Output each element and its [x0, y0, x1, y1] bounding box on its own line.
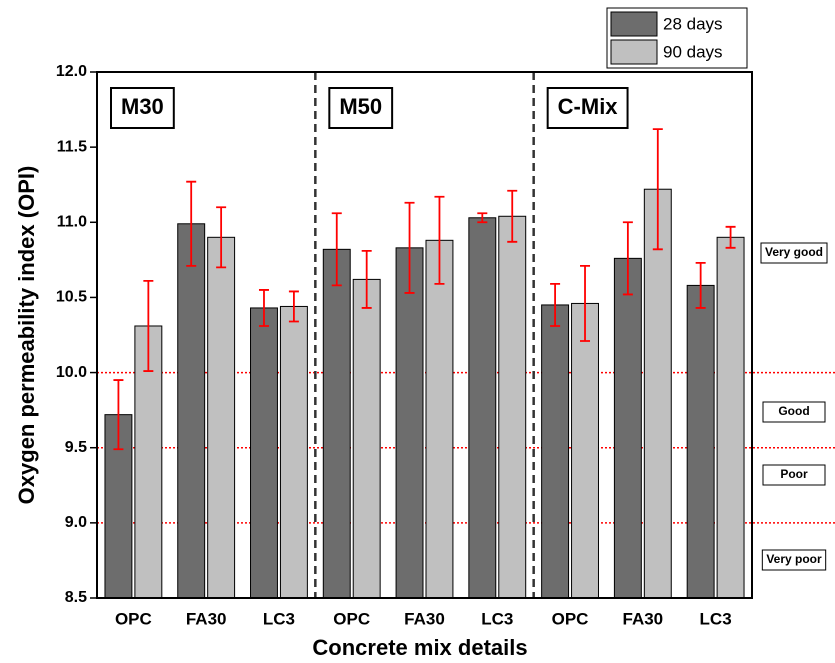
group-label: M30 — [121, 94, 164, 119]
y-tick-label: 11.0 — [57, 214, 87, 231]
rating-label: Very poor — [766, 552, 822, 566]
y-tick-label: 9.5 — [65, 439, 87, 456]
error-bar — [143, 279, 154, 372]
error-bar — [622, 221, 633, 296]
bar — [177, 223, 206, 599]
error-bar — [477, 212, 488, 224]
x-tick-label: LC3 — [700, 609, 732, 628]
rating-box — [762, 464, 826, 486]
y-axis-title: Oxygen permeability index (OPI) — [14, 166, 39, 505]
plot-frame — [96, 71, 753, 599]
bar — [207, 236, 236, 599]
y-tick-label: 9.0 — [65, 514, 87, 531]
group-label-box — [546, 87, 629, 129]
bar — [498, 215, 527, 599]
legend-swatch — [610, 11, 658, 37]
y-tick-label: 8.5 — [65, 589, 87, 606]
x-tick-label: FA30 — [623, 609, 664, 628]
error-bar — [186, 180, 197, 267]
x-tick-label: FA30 — [404, 609, 445, 628]
x-tick-label: LC3 — [263, 609, 295, 628]
bar — [395, 247, 424, 599]
error-bar — [695, 261, 706, 309]
error-bar — [404, 201, 415, 294]
x-tick-label: OPC — [552, 609, 589, 628]
group-label-box — [328, 87, 394, 129]
bar — [322, 248, 351, 599]
error-bar — [216, 206, 227, 269]
y-tick-label: 12.0 — [56, 63, 87, 80]
error-bar — [725, 225, 736, 249]
bar — [613, 257, 642, 599]
rating-label: Very good — [765, 245, 823, 259]
error-bar — [434, 195, 445, 285]
bar — [425, 239, 454, 599]
error-bar — [550, 283, 561, 327]
bar — [686, 284, 715, 599]
rating-box — [760, 242, 828, 264]
rating-label: Poor — [780, 467, 808, 481]
error-bar — [507, 189, 518, 243]
x-tick-label: LC3 — [481, 609, 513, 628]
rating-box — [762, 401, 826, 423]
bar — [541, 304, 570, 599]
x-tick-label: OPC — [115, 609, 152, 628]
x-tick-label: OPC — [333, 609, 370, 628]
bar — [352, 278, 381, 599]
y-tick-label: 11.5 — [57, 138, 87, 155]
legend-label: 28 days — [663, 14, 723, 33]
error-bar — [652, 128, 663, 251]
y-tick-label: 10.5 — [56, 289, 87, 306]
error-bar — [361, 249, 372, 309]
rating-label: Good — [778, 404, 809, 418]
rating-box — [761, 549, 827, 571]
bar — [279, 305, 308, 599]
y-tick-label: 10.0 — [56, 364, 87, 381]
error-bar — [113, 379, 124, 451]
group-label-box — [110, 87, 175, 129]
error-bar — [258, 289, 269, 327]
legend-label: 90 days — [663, 42, 723, 61]
error-bar — [331, 212, 342, 287]
bar — [571, 302, 599, 599]
bar — [643, 188, 672, 599]
group-label: M50 — [339, 94, 382, 119]
bar — [250, 307, 278, 599]
x-axis-title: Concrete mix details — [312, 635, 527, 660]
bar — [716, 236, 745, 599]
legend-swatch — [610, 39, 658, 65]
error-bar — [288, 290, 299, 323]
bar — [468, 217, 497, 599]
group-label: C-Mix — [558, 94, 619, 119]
error-bar — [580, 264, 591, 342]
x-tick-label: FA30 — [186, 609, 227, 628]
